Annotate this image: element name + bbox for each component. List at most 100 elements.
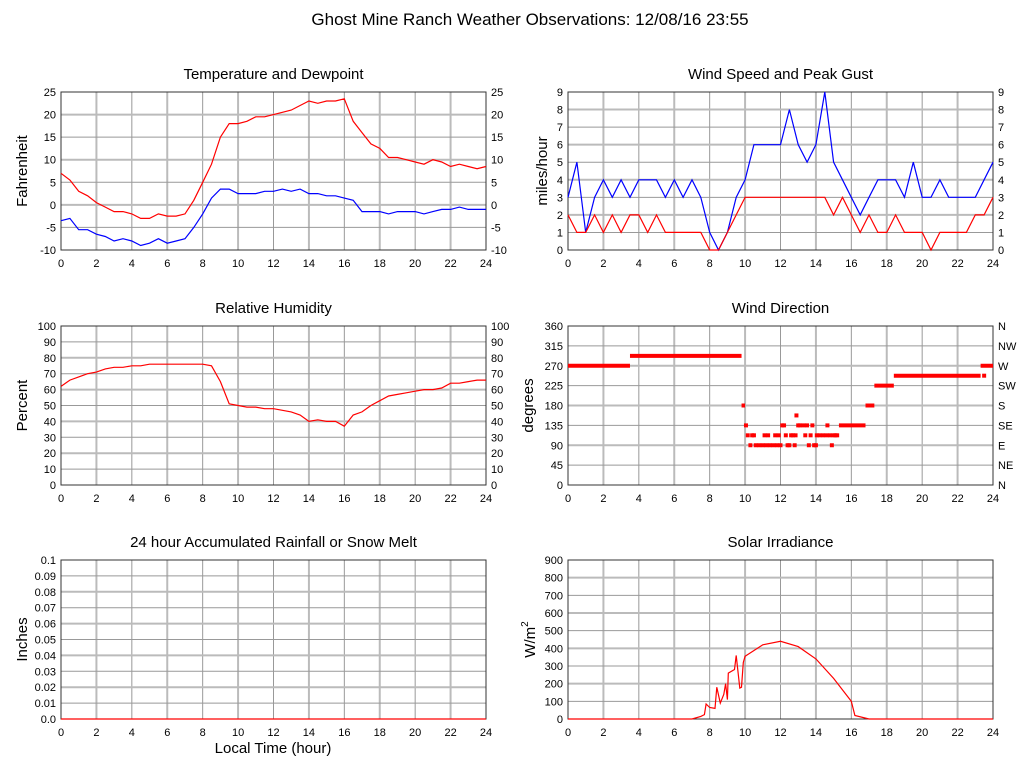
x-tick-label: 8 xyxy=(200,727,206,739)
right-tick-label: 3 xyxy=(998,192,1004,204)
right-tick-label: SE xyxy=(998,420,1013,432)
x-tick-label: 18 xyxy=(374,727,386,739)
y-tick-label: 0.01 xyxy=(35,698,56,710)
right-tick-label: NE xyxy=(998,460,1013,472)
y-tick-label: 0.05 xyxy=(35,635,56,647)
y-tick-label: 135 xyxy=(545,420,563,432)
x-tick-label: 8 xyxy=(707,258,713,270)
x-tick-label: 8 xyxy=(707,727,713,739)
y-tick-label: 6 xyxy=(557,140,563,152)
x-tick-label: 6 xyxy=(164,258,170,270)
x-tick-label: 4 xyxy=(129,258,135,270)
right-tick-label: 40 xyxy=(491,416,503,428)
right-tick-label: 6 xyxy=(998,140,1004,152)
direction-point xyxy=(982,373,987,378)
y-axis-label-superscript: 2 xyxy=(520,621,531,627)
y-tick-label: 0.09 xyxy=(35,571,56,583)
y-tick-label: 200 xyxy=(545,679,563,691)
direction-point xyxy=(753,443,758,448)
direction-point xyxy=(774,443,779,448)
direction-point xyxy=(808,433,813,438)
direction-point xyxy=(764,443,769,448)
y-axis-label: W/m2 xyxy=(520,621,539,658)
x-tick-label: 24 xyxy=(480,727,492,739)
x-tick-label: 24 xyxy=(987,258,999,270)
panel-wind: 0 2 4 6 8 10 12 14 16 18 20 22 240 01 12 23 34 45 56 67 78 89… xyxy=(534,66,1004,270)
y-tick-label: 0.0 xyxy=(41,714,56,726)
x-tick-label: 14 xyxy=(810,727,822,739)
y-tick-label: 45 xyxy=(551,460,563,472)
y-tick-label: 0 xyxy=(50,480,56,492)
direction-point xyxy=(787,443,792,448)
direction-point xyxy=(757,443,762,448)
y-tick-label: 40 xyxy=(44,416,56,428)
plot-frame xyxy=(60,325,487,486)
y-tick-label: 5 xyxy=(50,177,56,189)
y-tick-label: 0 xyxy=(557,480,563,492)
direction-point xyxy=(817,433,822,438)
x-tick-label: 2 xyxy=(93,727,99,739)
y-tick-label: 30 xyxy=(44,432,56,444)
right-tick-label: -10 xyxy=(491,245,507,257)
plot-frame xyxy=(567,325,994,486)
right-tick-label: 0 xyxy=(491,480,497,492)
y-tick-label: 0 xyxy=(557,714,563,726)
x-tick-label: 0 xyxy=(565,493,571,505)
y-tick-label: 0 xyxy=(557,245,563,257)
x-tick-label: 20 xyxy=(409,493,421,505)
x-tick-label: 4 xyxy=(636,493,642,505)
x-tick-label: 12 xyxy=(267,727,279,739)
x-tick-label: 4 xyxy=(129,727,135,739)
right-tick-label: 10 xyxy=(491,464,503,476)
y-tick-label: 900 xyxy=(545,555,563,567)
series-line-wind-speed xyxy=(567,195,994,252)
right-tick-label: 0 xyxy=(998,245,1004,257)
x-tick-label: 0 xyxy=(58,258,64,270)
series-line-dewpoint xyxy=(60,188,486,247)
direction-point xyxy=(793,433,798,438)
y-axis-label: miles/hour xyxy=(534,136,551,205)
x-tick-label: 16 xyxy=(338,258,350,270)
x-tick-label: 2 xyxy=(600,493,606,505)
right-tick-label: NW xyxy=(998,341,1017,353)
x-tick-label: 12 xyxy=(267,258,279,270)
direction-point xyxy=(792,443,797,448)
panel-title: Wind Speed and Peak Gust xyxy=(688,66,874,83)
right-tick-label: 30 xyxy=(491,432,503,444)
panel-title: Wind Direction xyxy=(732,300,830,317)
x-tick-label: 16 xyxy=(845,727,857,739)
x-tick-label: 10 xyxy=(739,727,751,739)
x-tick-label: 22 xyxy=(951,493,963,505)
x-tick-label: 22 xyxy=(951,258,963,270)
direction-point xyxy=(821,433,825,438)
direction-point xyxy=(760,443,765,448)
direction-point xyxy=(767,443,772,448)
direction-point xyxy=(773,433,778,438)
x-tick-label: 18 xyxy=(881,493,893,505)
y-tick-label: 315 xyxy=(545,341,563,353)
x-tick-label: 14 xyxy=(303,727,315,739)
x-tick-label: 0 xyxy=(58,727,64,739)
right-tick-label: S xyxy=(998,401,1005,413)
y-tick-label: 60 xyxy=(44,385,56,397)
y-tick-label: 225 xyxy=(545,381,563,393)
x-axis-label: Local Time (hour) xyxy=(215,740,332,757)
x-tick-label: 10 xyxy=(232,258,244,270)
series-line-relative-humidity xyxy=(60,363,486,427)
y-tick-label: 25 xyxy=(44,87,56,99)
y-tick-label: 3 xyxy=(557,192,563,204)
x-tick-label: 8 xyxy=(707,493,713,505)
x-tick-label: 24 xyxy=(480,258,492,270)
right-tick-label: 5 xyxy=(491,177,497,189)
y-tick-label: 50 xyxy=(44,401,56,413)
direction-point xyxy=(806,443,811,448)
right-tick-label: 80 xyxy=(491,353,503,365)
y-tick-label: 20 xyxy=(44,448,56,460)
y-tick-label: 500 xyxy=(545,626,563,638)
x-tick-label: 12 xyxy=(267,493,279,505)
x-tick-label: 14 xyxy=(303,493,315,505)
direction-point xyxy=(797,423,802,428)
y-tick-label: 300 xyxy=(545,661,563,673)
x-tick-label: 24 xyxy=(987,493,999,505)
direction-point xyxy=(828,433,833,438)
